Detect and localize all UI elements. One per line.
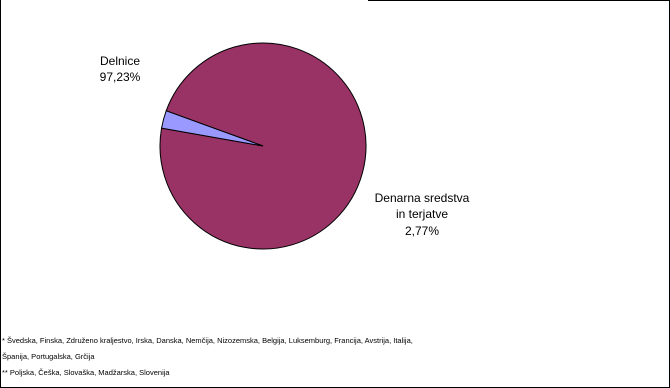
slice-label-denarna-line1: Denarna sredstva: [375, 191, 470, 205]
footnote-1: * Švedska, Finska, Združeno kraljestvo, …: [2, 336, 413, 345]
slice-label-delnice: Delnice: [100, 54, 140, 68]
pie-slice-1: [160, 110, 264, 147]
frame-top-segment: [368, 0, 670, 1]
slice-value-denarna: 2,77%: [405, 224, 439, 238]
footnotes: * Švedska, Finska, Združeno kraljestvo, …: [2, 333, 413, 381]
slice-value-delnice: 97,23%: [100, 70, 141, 84]
footnote-1-continued: Španija, Portugalska, Grčija: [2, 352, 95, 361]
frame-left-border: [0, 0, 1, 388]
footnote-2: ** Poljska, Češka, Slovaška, Madžarska, …: [2, 368, 170, 377]
slice-label-denarna-line2: in terjatve: [396, 207, 448, 221]
